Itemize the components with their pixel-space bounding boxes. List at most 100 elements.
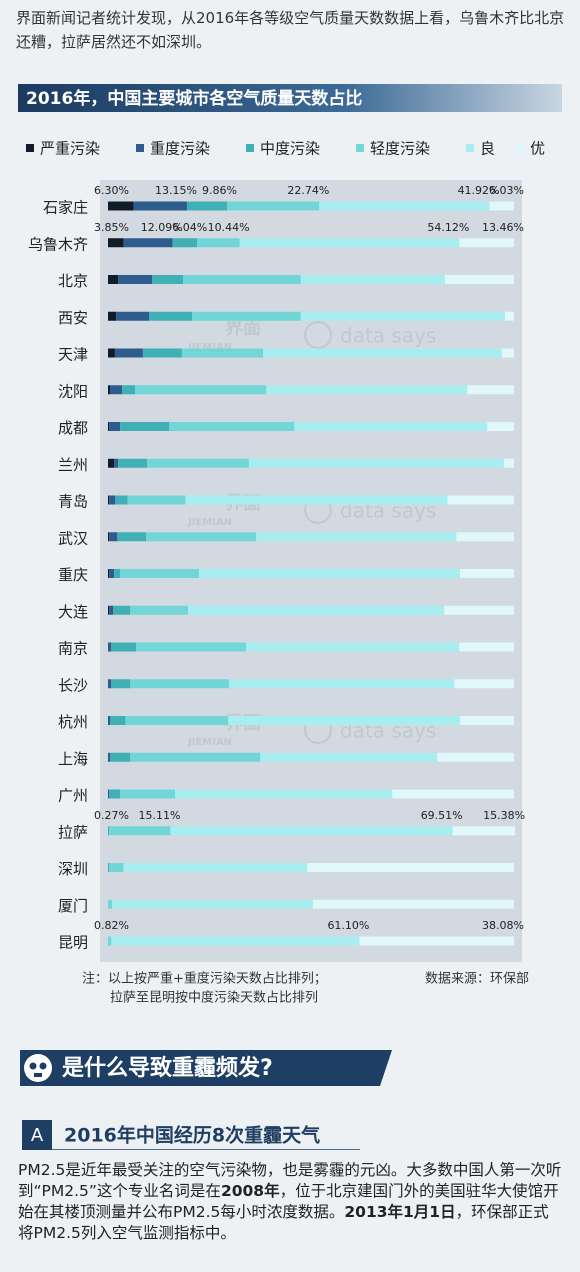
watermark-logo-en: JIEMIAN — [187, 517, 232, 528]
watermark-logo-en: JIEMIAN — [187, 737, 232, 748]
bar-segment — [146, 532, 257, 542]
section-title: 是什么导致重霾频发? — [62, 1055, 273, 1081]
category-label: 长沙 — [58, 676, 88, 694]
intro-text: 界面新闻记者统计发现，从2016年各等级空气质量天数数据上看，乌鲁木齐比北京还糟… — [16, 9, 565, 51]
bar-segment — [142, 348, 182, 358]
data-label: 3.85% — [94, 221, 129, 234]
legend-swatch — [136, 144, 144, 152]
bar-segment — [460, 569, 514, 578]
bar-segment — [135, 385, 267, 395]
paragraph: PM2.5是近年最受关注的空气污染物，也是雾霾的元凶。大多数中国人第一次听到“P… — [18, 1160, 564, 1244]
data-label: 41.92% — [458, 184, 500, 197]
bar-segment — [181, 348, 264, 358]
data-label: 0.82% — [94, 919, 129, 932]
bar-segment — [226, 201, 320, 211]
bar-segment — [149, 311, 193, 321]
bar-segment — [108, 716, 111, 725]
bar-segment — [120, 789, 175, 799]
title-bar — [18, 84, 562, 112]
data-label: 54.12% — [427, 221, 469, 234]
bar-segment — [108, 311, 117, 321]
chart: 2016年，中国主要城市各空气质量天数占比 界面 JIEMIAN data says… — [18, 84, 562, 1150]
bar-segment — [294, 422, 488, 431]
legend-label: 良 — [480, 140, 495, 158]
bar-segment — [108, 422, 110, 431]
bar-segment — [108, 348, 115, 358]
data-label: 6.04% — [172, 221, 207, 234]
legend-label: 中度污染 — [260, 140, 320, 158]
bar-segment — [108, 826, 110, 836]
bar-segment — [248, 458, 504, 468]
bar-segment — [170, 826, 453, 836]
subsection-letter: A — [31, 1125, 44, 1146]
bar-segment — [118, 458, 147, 468]
paragraph-run: ，环保部正式将PM2.5列入空气监测指标中。 — [18, 1203, 549, 1242]
category-label: 兰州 — [58, 456, 88, 474]
legend-swatch — [246, 144, 254, 152]
source: 数据来源：环保部 — [425, 972, 529, 987]
chart-title: 2016年，中国主要城市各空气质量天数占比 — [26, 88, 362, 109]
bar-segment — [109, 789, 121, 799]
bar-segment — [111, 679, 131, 689]
bar-segment — [437, 752, 514, 762]
bar-segment — [110, 716, 126, 725]
bar-segment — [460, 716, 514, 725]
bar-segment — [108, 752, 111, 762]
bar-segment — [108, 679, 112, 689]
bar-segment — [228, 716, 461, 725]
category-label: 大连 — [58, 603, 88, 621]
bar-segment — [459, 642, 514, 652]
bar-segment — [452, 826, 516, 836]
data-label: 12.09% — [141, 221, 183, 234]
bar-segment — [489, 201, 514, 211]
bar-segment — [108, 238, 124, 248]
legend-label: 优 — [530, 140, 545, 158]
watermark-logo-en: JIEMIAN — [187, 342, 232, 353]
bar-segment — [503, 458, 514, 468]
bar-segment — [116, 311, 150, 321]
category-label: 石家庄 — [43, 199, 88, 217]
category-label: 广州 — [58, 787, 88, 805]
bar-segment — [118, 275, 153, 284]
bar-segment — [123, 238, 173, 248]
bar-segment — [123, 863, 308, 872]
bar-segment — [300, 275, 445, 284]
bar-segment — [109, 532, 118, 542]
bar-segment — [110, 385, 123, 395]
bar-segment — [109, 826, 171, 836]
bar-segment — [307, 863, 514, 872]
bar-segment — [172, 238, 198, 248]
legend-swatch — [356, 144, 364, 152]
bar-segment — [263, 348, 502, 358]
legend-label: 严重污染 — [40, 140, 100, 158]
bar-segment — [114, 569, 121, 578]
bar-segment — [130, 605, 188, 615]
category-label: 西安 — [58, 309, 88, 327]
bar-segment — [266, 385, 468, 395]
bar-segment — [192, 311, 301, 321]
bar-segment — [246, 642, 460, 652]
paragraph-run: 2013年1月1日 — [344, 1203, 456, 1221]
bar-segment — [108, 899, 113, 909]
data-label: 13.15% — [155, 184, 197, 197]
bar-segment — [108, 863, 110, 872]
bar-segment — [136, 642, 247, 652]
category-label: 武汉 — [58, 529, 88, 547]
bar-segment — [444, 275, 514, 284]
data-label: 13.46% — [482, 221, 524, 234]
data-label: 10.44% — [208, 221, 250, 234]
bar-segment — [113, 605, 131, 615]
data-label: 38.08% — [482, 919, 524, 932]
bar-segment — [467, 385, 514, 395]
bar-segment — [187, 605, 445, 615]
category-label: 成都 — [58, 419, 88, 437]
bar-segment — [111, 936, 360, 946]
bar-segment — [392, 789, 514, 799]
bar-segment — [198, 569, 461, 578]
data-label: 0.27% — [94, 809, 129, 822]
bar-segment — [109, 422, 121, 431]
bar-segment — [300, 311, 506, 321]
bar-segment — [359, 936, 514, 946]
bar-segment — [117, 532, 147, 542]
